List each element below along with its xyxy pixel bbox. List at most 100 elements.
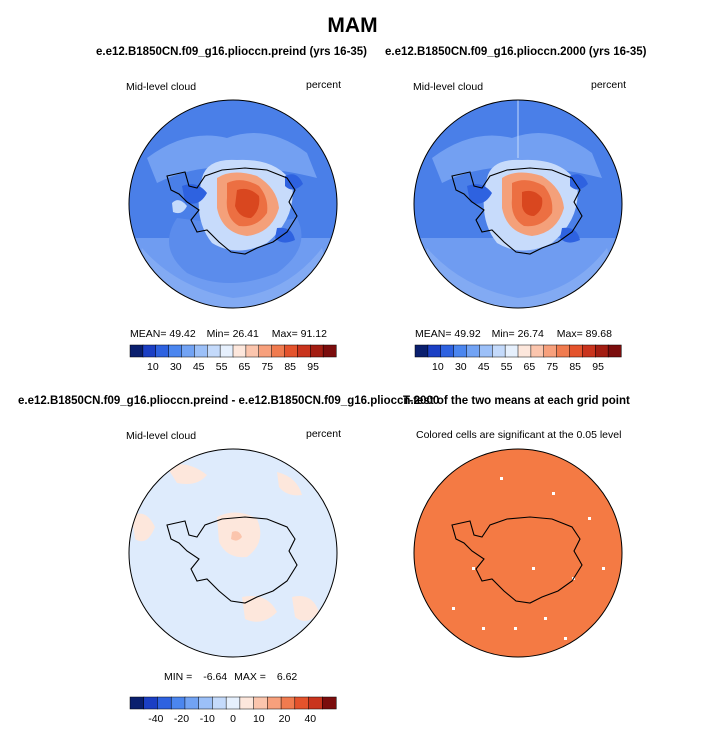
colorbar-cell <box>129 344 144 358</box>
panel2-stats: MEAN= 49.92 Min= 26.74 Max= 89.68 <box>415 328 612 340</box>
colorbar-cell <box>556 344 571 358</box>
colorbar-difference: -40 -20 -10 0 10 20 40 <box>129 696 337 725</box>
colorbar-cell <box>504 344 519 358</box>
colorbar-tick-label: 30 <box>170 361 182 373</box>
colorbar-cell <box>308 696 323 710</box>
colorbar-tick-label: 10 <box>147 361 159 373</box>
colorbar-cell <box>207 344 221 358</box>
panel2-max-value: 89.68 <box>585 328 612 340</box>
colorbar-cell <box>322 344 337 358</box>
colorbar-cell <box>595 344 609 358</box>
colorbar-tick-label: 40 <box>304 713 316 725</box>
colorbar-cell <box>219 344 234 358</box>
colorbar-cell <box>322 696 337 710</box>
colorbar-cell <box>194 344 208 358</box>
colorbar-cell <box>414 344 429 358</box>
panel2-mean-value: 49.92 <box>454 328 481 340</box>
colorbar-cell <box>142 344 157 358</box>
colorbar-cell <box>212 696 227 710</box>
colorbar-cell <box>543 344 558 358</box>
difference-title: e.e12.B1850CN.f09_g16.plioccn.preind - e… <box>18 395 440 407</box>
colorbar-cell <box>225 696 241 710</box>
colorbar-2000: 10 30 45 55 65 75 85 95 <box>414 344 622 373</box>
map-ttest <box>413 448 623 658</box>
colorbar-tick-label: 30 <box>455 361 467 373</box>
panel2-variable-label: Mid-level cloud <box>413 81 484 93</box>
map-preind <box>128 99 338 309</box>
colorbar-cell <box>310 344 324 358</box>
panel3-units-label: percent <box>306 428 342 440</box>
map-2000 <box>413 99 623 309</box>
colorbar-cell <box>258 344 273 358</box>
colorbar-tick-label: 85 <box>569 361 581 373</box>
colorbar-tick-label: 75 <box>261 361 273 373</box>
panel2-max-label: Max= <box>556 328 583 340</box>
panel2-min-value: 26.74 <box>517 328 544 340</box>
colorbar-cell <box>479 344 493 358</box>
colorbar-cell <box>155 344 170 358</box>
panel1-variable-label: Mid-level cloud <box>126 81 197 93</box>
panel1-min-value: 26.41 <box>232 328 259 340</box>
colorbar-tick-label: -10 <box>200 713 215 725</box>
panel2-min-label: Min= <box>491 328 515 340</box>
panel3-stats: MIN = -6.64 MAX = 6.62 <box>164 671 297 683</box>
colorbar-cell <box>253 696 268 710</box>
figure-title: MAM <box>327 14 378 37</box>
colorbar-cell <box>157 696 172 710</box>
colorbar-cell <box>239 696 255 710</box>
colorbar-cell <box>427 344 442 358</box>
ttest-title: T-test of the two means at each grid poi… <box>403 395 630 407</box>
colorbar-cell <box>129 696 145 710</box>
colorbar-tick-label: 0 <box>230 713 236 725</box>
colorbar-tick-label: 45 <box>478 361 490 373</box>
panel3-min-label: MIN = <box>164 671 193 683</box>
colorbar-cell <box>569 344 583 358</box>
panel1-max-label: Max= <box>271 328 298 340</box>
colorbar-cell <box>184 696 200 710</box>
colorbar-cell <box>267 696 282 710</box>
map-difference <box>128 448 338 658</box>
colorbar-cell <box>168 344 183 358</box>
panel1-mean-label: MEAN= <box>130 328 167 340</box>
panel1-stats: MEAN= 49.42 Min= 26.41 Max= 91.12 <box>130 328 327 340</box>
panel3-max-label: MAX = <box>234 671 266 683</box>
colorbar-cell <box>530 344 545 358</box>
colorbar-preind: 10 30 45 55 65 75 85 95 <box>129 344 337 373</box>
panel3-variable-label: Mid-level cloud <box>126 430 197 442</box>
colorbar-tick-label: 10 <box>432 361 444 373</box>
colorbar-tick-label: 55 <box>501 361 513 373</box>
colorbar-cell <box>453 344 468 358</box>
colorbar-cell <box>198 696 213 710</box>
colorbar-cell <box>143 696 159 710</box>
panel2-units-label: percent <box>591 79 627 91</box>
panel1-min-label: Min= <box>206 328 230 340</box>
colorbar-cell <box>492 344 506 358</box>
panel1-units-label: percent <box>306 79 342 91</box>
panel3-max-value: 6.62 <box>276 671 298 683</box>
panel1-mean-value: 49.42 <box>169 328 196 340</box>
colorbar-tick-label: 20 <box>279 713 291 725</box>
colorbar-cell <box>517 344 532 358</box>
colorbar-tick-label: -20 <box>174 713 189 725</box>
colorbar-tick-label: 10 <box>253 713 265 725</box>
colorbar-cell <box>440 344 455 358</box>
colorbar-cell <box>232 344 247 358</box>
colorbar-cell <box>280 696 296 710</box>
colorbar-cell <box>181 344 195 358</box>
colorbar-tick-label: -40 <box>148 713 163 725</box>
ttest-subtitle: Colored cells are significant at the 0.0… <box>416 429 622 441</box>
colorbar-cell <box>294 696 310 710</box>
colorbar-cell <box>297 344 311 358</box>
panel1-title: e.e12.B1850CN.f09_g16.plioccn.preind (yr… <box>96 46 368 58</box>
panel2-mean-label: MEAN= <box>415 328 452 340</box>
colorbar-tick-label: 75 <box>546 361 558 373</box>
colorbar-cell <box>245 344 260 358</box>
colorbar-tick-label: 95 <box>307 361 319 373</box>
colorbar-tick-label: 55 <box>216 361 228 373</box>
colorbar-cell <box>466 344 480 358</box>
panel2-title: e.e12.B1850CN.f09_g16.plioccn.2000 (yrs … <box>385 46 647 58</box>
colorbar-cell <box>271 344 286 358</box>
colorbar-tick-label: 95 <box>592 361 604 373</box>
colorbar-cell <box>284 344 298 358</box>
colorbar-cell <box>170 696 186 710</box>
